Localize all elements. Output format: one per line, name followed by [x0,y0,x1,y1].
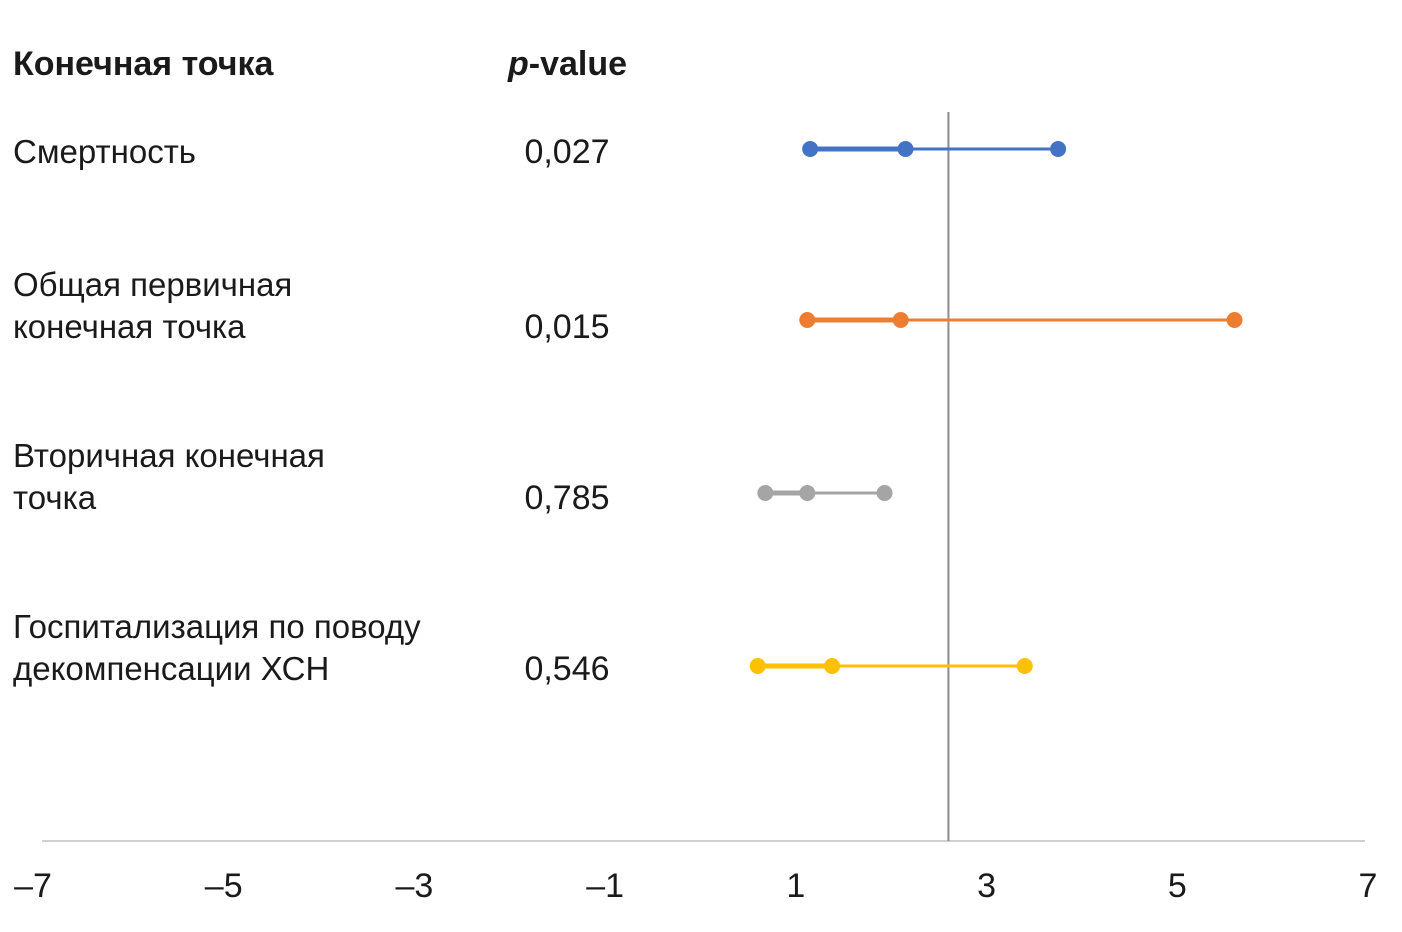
endpoint-label-line: точка [13,479,97,516]
x-tick-label: –7 [14,867,52,905]
ci-high-marker [1226,312,1243,328]
pvalue-label: 0,027 [524,133,609,171]
endpoint-label-line: конечная точка [13,308,246,345]
point-estimate-marker [897,141,914,157]
header-pvalue-italic: p [507,45,529,83]
x-tick-label: 7 [1359,867,1378,905]
header-endpoint: Конечная точка [13,45,274,83]
point-estimate-marker [892,312,909,328]
x-tick-label: –1 [586,867,624,905]
ci-low-marker [757,485,774,501]
ci-low-marker [802,141,819,157]
pvalue-label: 0,015 [524,308,609,346]
ci-high-marker [1016,658,1033,674]
x-tick-label: 1 [786,867,805,905]
endpoint-label-line: Общая первичная [13,266,292,303]
x-tick-label: –5 [205,867,243,905]
pvalue-label: 0,546 [524,650,609,688]
ci-low-marker [749,658,766,674]
endpoint-label-line: Вторичная конечная [13,437,325,474]
point-estimate-marker [824,658,841,674]
endpoint-row: Госпитализация по поводу декомпенсации ХС… [13,608,1033,688]
endpoint-row: Общая первичная конечная точка 0,015 [13,266,1243,346]
header-pvalue: p-value [507,45,627,83]
endpoint-label-line: декомпенсации ХСН [13,650,329,687]
x-tick-label: 3 [977,867,996,905]
endpoint-row: Вторичная конечная точка 0,785 [13,437,893,517]
point-estimate-marker [799,485,816,501]
endpoint-label-line: Госпитализация по поводу [13,608,421,645]
endpoint-label-line: Смертность [13,133,196,170]
x-tick-label: 5 [1168,867,1187,905]
ci-high-marker [876,485,893,501]
endpoint-row: Смертность 0,027 [13,133,1067,171]
ci-low-marker [799,312,816,328]
pvalue-label: 0,785 [524,479,609,517]
ci-high-marker [1050,141,1067,157]
x-tick-label: –3 [396,867,434,905]
header-pvalue-rest: -value [529,45,627,83]
